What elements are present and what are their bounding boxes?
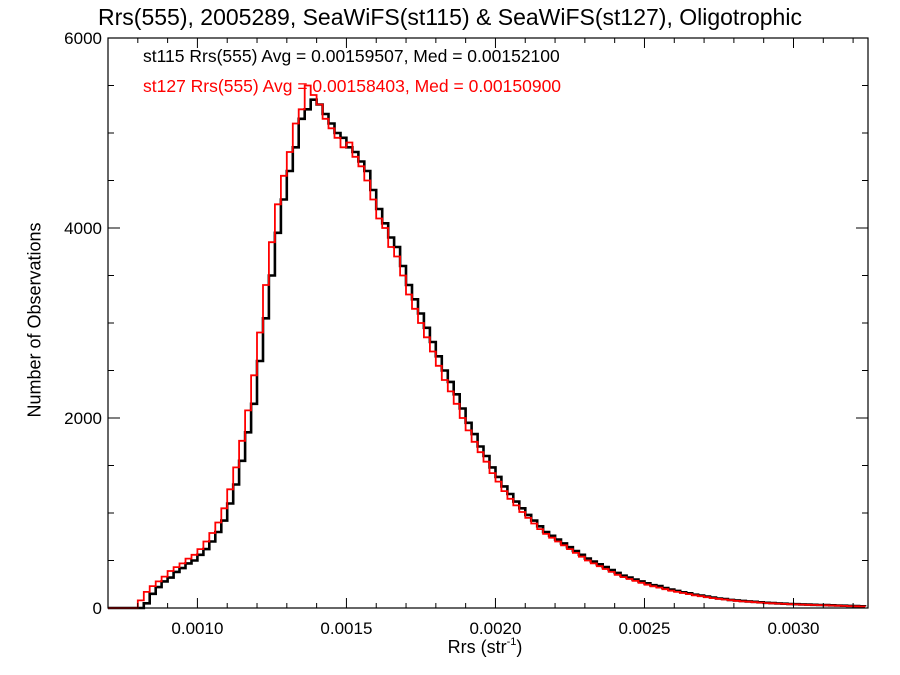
series-layer	[108, 84, 867, 610]
x-tick-label: 0.0015	[320, 619, 372, 638]
x-axis-label-sup: -1	[506, 636, 517, 648]
chart-title: Rrs(555), 2005289, SeaWiFS(st115) & SeaW…	[98, 4, 802, 30]
y-axis-label: Number of Observations	[24, 222, 45, 418]
series-st127-line	[108, 84, 866, 609]
x-axis-label-end: )	[516, 637, 523, 657]
x-axis-label-base: Rrs (str	[447, 637, 507, 657]
legend-st115-stats: st115 Rrs(555) Avg = 0.00159507, Med = 0…	[143, 46, 560, 66]
y-tick-label: 0	[93, 599, 102, 618]
ticks-layer: 0.0010 0.0015 0.0020 0.0025 0.0030 0 2000 4000 6…	[64, 29, 868, 638]
x-axis-label: Rrs (str-1)	[447, 636, 523, 658]
y-tick-label: 2000	[64, 409, 102, 428]
x-tick-label: 0.0030	[767, 619, 819, 638]
x-tick-label: 0.0010	[171, 619, 223, 638]
series-st115-line	[108, 98, 867, 610]
y-tick-label: 4000	[64, 219, 102, 238]
x-tick-label: 0.0025	[618, 619, 670, 638]
x-tick-label: 0.0020	[469, 619, 521, 638]
legend-st127-stats: st127 Rrs(555) Avg = 0.00158403, Med = 0…	[143, 76, 562, 96]
y-tick-label: 6000	[64, 29, 102, 48]
